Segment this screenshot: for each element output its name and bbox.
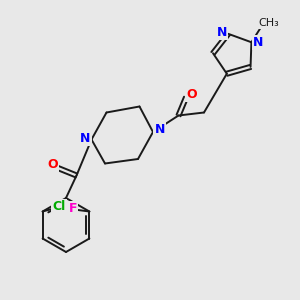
Text: N: N (216, 26, 227, 39)
Text: F: F (69, 202, 77, 215)
Text: Cl: Cl (52, 200, 66, 214)
Text: N: N (154, 123, 165, 136)
Text: O: O (186, 88, 197, 101)
Text: N: N (80, 131, 91, 145)
Text: N: N (253, 36, 263, 49)
Text: CH₃: CH₃ (258, 18, 279, 28)
Text: O: O (47, 158, 58, 171)
